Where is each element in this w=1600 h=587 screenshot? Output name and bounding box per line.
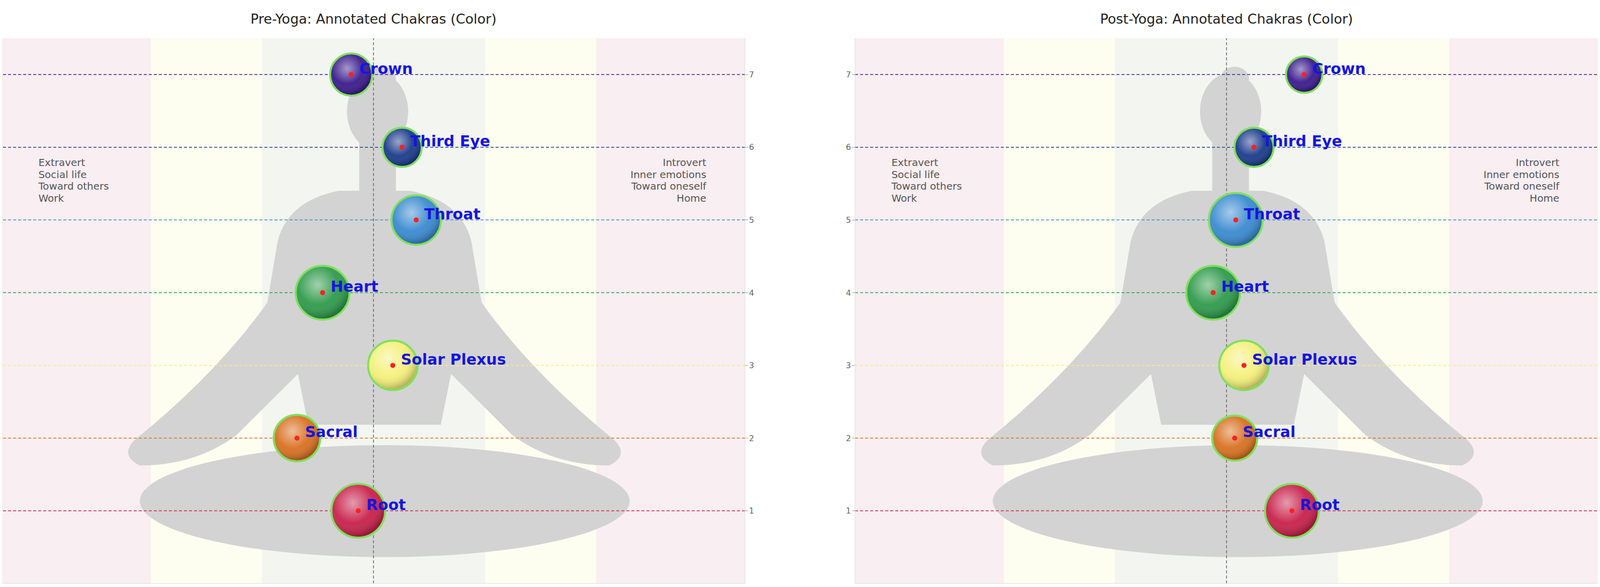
html-text:Introvert: Introvert — [1515, 156, 1560, 169]
html-text:Social life: Social life — [891, 168, 940, 181]
html-text:Pre-Yoga: Annotated Chakras (C: Pre-Yoga: Annotated Chakras (Color) — [250, 11, 497, 27]
svg-text:Sacral: Sacral — [1242, 422, 1296, 441]
html-text:Home: Home — [676, 191, 707, 204]
svg-text:Sacral: Sacral — [305, 422, 358, 441]
html-text:Home: Home — [1529, 191, 1560, 204]
svg-text:Third Eye: Third Eye — [1262, 132, 1343, 150]
svg-text:Root: Root — [366, 495, 407, 514]
svg-text:Crown: Crown — [359, 59, 414, 78]
svg-text:Heart: Heart — [330, 277, 379, 296]
html-text:Toward others: Toward others — [891, 179, 962, 193]
svg-text:Root: Root — [1299, 495, 1340, 514]
html-text:Inner emotions: Inner emotions — [1483, 168, 1560, 181]
svg-text:Third Eye: Third Eye — [410, 132, 491, 150]
html-text:Introvert: Introvert — [662, 156, 707, 169]
svg-text:Solar Plexus: Solar Plexus — [1252, 350, 1358, 368]
svg-text:3: 3 — [845, 360, 852, 370]
svg-text:Solar Plexus: Solar Plexus — [400, 350, 506, 368]
svg-text:2: 2 — [748, 433, 755, 443]
svg-text:1: 1 — [748, 505, 755, 516]
html-text:Toward oneself: Toward oneself — [1484, 179, 1560, 193]
svg-text:7: 7 — [748, 69, 755, 80]
svg-text:4: 4 — [748, 288, 755, 298]
svg-text:7: 7 — [845, 69, 852, 80]
svg-text:Heart: Heart — [1220, 277, 1269, 296]
svg-text:5: 5 — [748, 215, 755, 225]
svg-text:Throat: Throat — [424, 205, 481, 223]
svg-text:1: 1 — [845, 505, 852, 516]
html-text:Extravert: Extravert — [38, 156, 86, 169]
html-text:Toward oneself: Toward oneself — [631, 179, 707, 193]
svg-text:5: 5 — [845, 215, 852, 225]
html-text:Toward others: Toward others — [38, 179, 109, 193]
svg-text:3: 3 — [748, 360, 755, 370]
html-text:Extravert: Extravert — [891, 156, 939, 169]
html-text:Work: Work — [38, 191, 64, 204]
svg-text:6: 6 — [748, 142, 755, 152]
html-text:Post-Yoga: Annotated Chakras (: Post-Yoga: Annotated Chakras (Color) — [1100, 11, 1353, 27]
svg-text:6: 6 — [845, 142, 852, 152]
html-text:Work: Work — [891, 191, 917, 204]
svg-text:4: 4 — [845, 288, 852, 298]
html-text:Inner emotions: Inner emotions — [630, 168, 707, 181]
html-text:Social life: Social life — [38, 168, 87, 181]
svg-text:Throat: Throat — [1243, 205, 1300, 223]
svg-text:2: 2 — [845, 433, 852, 443]
svg-text:Crown: Crown — [1311, 59, 1366, 78]
